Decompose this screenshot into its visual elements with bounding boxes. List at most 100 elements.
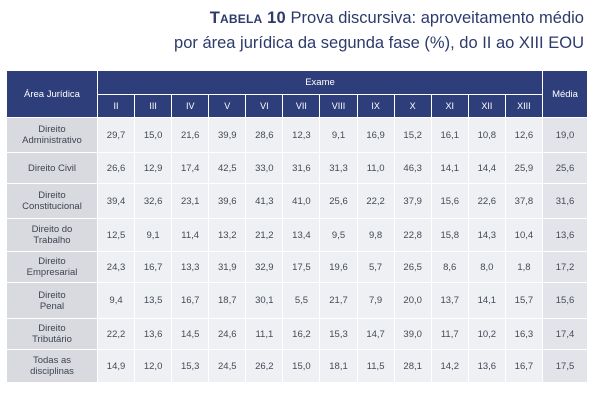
value-cell: 1,8 (505, 252, 542, 282)
value-cell: 18,1 (320, 350, 357, 382)
value-cell: 13,6 (468, 350, 505, 382)
area-name-cell: Direito Civil (7, 153, 97, 183)
value-cell: 39,4 (98, 184, 135, 218)
area-name-line: Empresarial (26, 267, 78, 278)
value-cell: 24,3 (98, 252, 135, 282)
area-name-line: disciplinas (30, 366, 74, 377)
results-table: Área Jurídica Exame Média II III IV V VI VII V… (6, 70, 588, 383)
value-cell: 37,9 (394, 184, 431, 218)
caption-text-1: Prova discursiva: aproveitamento médio (290, 9, 584, 27)
value-cell: 15,8 (431, 219, 468, 251)
area-name-cell: Direito do Trabalho (7, 219, 97, 251)
value-cell: 33,0 (246, 153, 283, 183)
exam-header-cell: X (394, 95, 431, 117)
value-cell: 31,6 (283, 153, 320, 183)
media-cell: 17,4 (543, 319, 587, 349)
value-cell: 37,8 (505, 184, 542, 218)
value-cell: 14,1 (468, 283, 505, 318)
value-cell: 16,1 (431, 118, 468, 152)
value-cell: 13,4 (283, 219, 320, 251)
area-name-cell: Direito Penal (7, 283, 97, 318)
caption-line-1: Tabela 10 Prova discursiva: aproveitamen… (174, 6, 584, 31)
exam-header-cell: V (209, 95, 246, 117)
exam-header-cell: II (98, 95, 135, 117)
exam-header-cell: XII (468, 95, 505, 117)
value-cell: 14,1 (431, 153, 468, 183)
table-row: Direito Tributário 22,2 13,6 14,5 24,6 11,1 16,… (7, 319, 587, 349)
exam-group-header: Exame (98, 71, 542, 94)
area-name-line: Tributário (32, 334, 72, 345)
exam-header-cell: XIII (505, 95, 542, 117)
value-cell: 21,7 (320, 283, 357, 318)
exam-header-cell: IX (357, 95, 394, 117)
area-name-line: Constitucional (22, 201, 82, 212)
value-cell: 25,9 (505, 153, 542, 183)
table-body: Direito Administrativo 29,7 15,0 21,6 39,9 28,… (7, 118, 587, 382)
table-row: Direito Constitucional 39,4 32,6 23,1 39,6 41,… (7, 184, 587, 218)
table-row: Direito do Trabalho 12,5 9,1 11,4 13,2 21,2 13,… (7, 219, 587, 251)
value-cell: 15,3 (172, 350, 209, 382)
value-cell: 39,0 (394, 319, 431, 349)
value-cell: 9,5 (320, 219, 357, 251)
value-cell: 11,5 (357, 350, 394, 382)
value-cell: 42,5 (209, 153, 246, 183)
value-cell: 28,6 (246, 118, 283, 152)
value-cell: 21,2 (246, 219, 283, 251)
value-cell: 28,1 (394, 350, 431, 382)
caption-label: Tabela 10 (209, 9, 286, 27)
value-cell: 14,3 (468, 219, 505, 251)
value-cell: 16,7 (135, 252, 172, 282)
table-row: Todas as disciplinas 14,9 12,0 15,3 24,5 26,2 1… (7, 350, 587, 382)
value-cell: 25,6 (320, 184, 357, 218)
media-cell: 17,5 (543, 350, 587, 382)
value-cell: 23,1 (172, 184, 209, 218)
area-name-cell: Direito Constitucional (7, 184, 97, 218)
value-cell: 12,0 (135, 350, 172, 382)
value-cell: 15,2 (394, 118, 431, 152)
value-cell: 14,4 (468, 153, 505, 183)
area-name-line: Trabalho (33, 235, 71, 246)
value-cell: 10,4 (505, 219, 542, 251)
value-cell: 5,5 (283, 283, 320, 318)
value-cell: 15,6 (431, 184, 468, 218)
value-cell: 22,2 (357, 184, 394, 218)
exam-header-cell: IV (172, 95, 209, 117)
media-cell: 15,6 (543, 283, 587, 318)
value-cell: 12,5 (98, 219, 135, 251)
value-cell: 15,0 (135, 118, 172, 152)
value-cell: 8,0 (468, 252, 505, 282)
value-cell: 11,4 (172, 219, 209, 251)
table-row: Direito Administrativo 29,7 15,0 21,6 39,9 28,… (7, 118, 587, 152)
value-cell: 39,6 (209, 184, 246, 218)
media-cell: 19,0 (543, 118, 587, 152)
value-cell: 14,9 (98, 350, 135, 382)
value-cell: 11,1 (246, 319, 283, 349)
value-cell: 26,5 (394, 252, 431, 282)
value-cell: 16,7 (172, 283, 209, 318)
value-cell: 11,7 (431, 319, 468, 349)
value-cell: 15,0 (283, 350, 320, 382)
value-cell: 12,3 (283, 118, 320, 152)
area-name-cell: Direito Tributário (7, 319, 97, 349)
value-cell: 29,7 (98, 118, 135, 152)
value-cell: 13,7 (431, 283, 468, 318)
value-cell: 10,8 (468, 118, 505, 152)
media-column-header: Média (543, 71, 587, 117)
value-cell: 31,9 (209, 252, 246, 282)
value-cell: 16,7 (505, 350, 542, 382)
area-name-line: Direito (38, 289, 66, 301)
area-name-cell: Direito Administrativo (7, 118, 97, 152)
value-cell: 14,5 (172, 319, 209, 349)
value-cell: 14,7 (357, 319, 394, 349)
area-name-line: Direito Civil (27, 162, 77, 174)
value-cell: 31,3 (320, 153, 357, 183)
value-cell: 21,6 (172, 118, 209, 152)
exam-header-cell: VIII (320, 95, 357, 117)
media-cell: 13,6 (543, 219, 587, 251)
table-row: Direito Penal 9,4 13,5 16,7 18,7 30,1 5,5 21,7 7,… (7, 283, 587, 318)
exam-header-cell: VII (283, 95, 320, 117)
value-cell: 16,2 (283, 319, 320, 349)
value-cell: 9,1 (320, 118, 357, 152)
area-name-line: Direito (38, 124, 66, 135)
value-cell: 20,0 (394, 283, 431, 318)
